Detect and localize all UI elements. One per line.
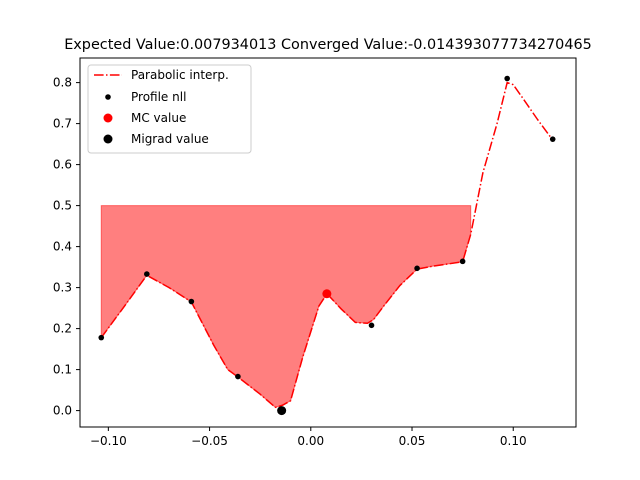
y-tick-label: 0.6	[53, 158, 72, 172]
profile-point	[504, 75, 510, 82]
legend-label: Migrad value	[131, 132, 209, 146]
plot-frame	[79, 57, 577, 428]
x-tick-label: −0.10	[90, 434, 127, 448]
axes: −0.10 −0.05 0.00 0.05 0.10 0.0 0.1 0.2 0.3 0.4 0.5…	[53, 57, 577, 448]
legend-label: MC value	[131, 111, 186, 125]
profile-point	[549, 136, 556, 142]
profile-point	[188, 298, 195, 305]
profile-point	[235, 373, 241, 380]
migrad-value-point	[277, 406, 287, 416]
mc-value-point	[322, 289, 332, 299]
interp-line	[100, 81, 554, 409]
profile-point	[368, 322, 375, 329]
confidence-fill-area	[100, 205, 472, 408]
x-tick-label: −0.05	[191, 434, 228, 448]
profile-point	[144, 271, 150, 277]
y-tick-label: 0.0	[53, 404, 72, 418]
y-tick-label: 0.5	[53, 199, 72, 213]
legend: Parabolic interp. Profile nll MC value Migr…	[87, 64, 252, 154]
legend-box	[87, 64, 252, 154]
chart-title: Expected Value:0.007934013 Converged Val…	[64, 37, 592, 53]
legend-swatch-migrad	[103, 134, 113, 144]
y-tick-label: 0.1	[53, 363, 72, 377]
profile-point	[98, 334, 105, 341]
x-tick-label: 0.10	[500, 434, 527, 448]
x-tick-label: 0.05	[399, 434, 426, 448]
y-tick-label: 0.7	[53, 117, 72, 131]
legend-label: Profile nll	[131, 90, 186, 104]
plot-area	[98, 75, 556, 416]
legend-swatch-profile	[105, 94, 111, 100]
legend-label: Parabolic interp.	[131, 68, 229, 82]
x-tick-label: 0.00	[297, 434, 324, 448]
y-tick-label: 0.8	[53, 76, 72, 90]
profile-point	[414, 265, 420, 272]
y-tick-label: 0.4	[53, 240, 72, 254]
legend-swatch-mc	[103, 113, 113, 123]
y-tick-label: 0.2	[53, 322, 72, 336]
y-tick-label: 0.3	[53, 281, 72, 295]
profile-point	[459, 258, 466, 265]
